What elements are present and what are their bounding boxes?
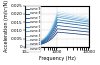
Legend: curve 9, curve 8, curve 7, curve 6, curve 5, curve 4, curve 3, curve 2, curve 1,: curve 9, curve 8, curve 7, curve 6, curv… [26,6,41,52]
Y-axis label: Acceleration (m/s²/N): Acceleration (m/s²/N) [4,0,9,52]
X-axis label: Frequency (Hz): Frequency (Hz) [39,56,76,61]
